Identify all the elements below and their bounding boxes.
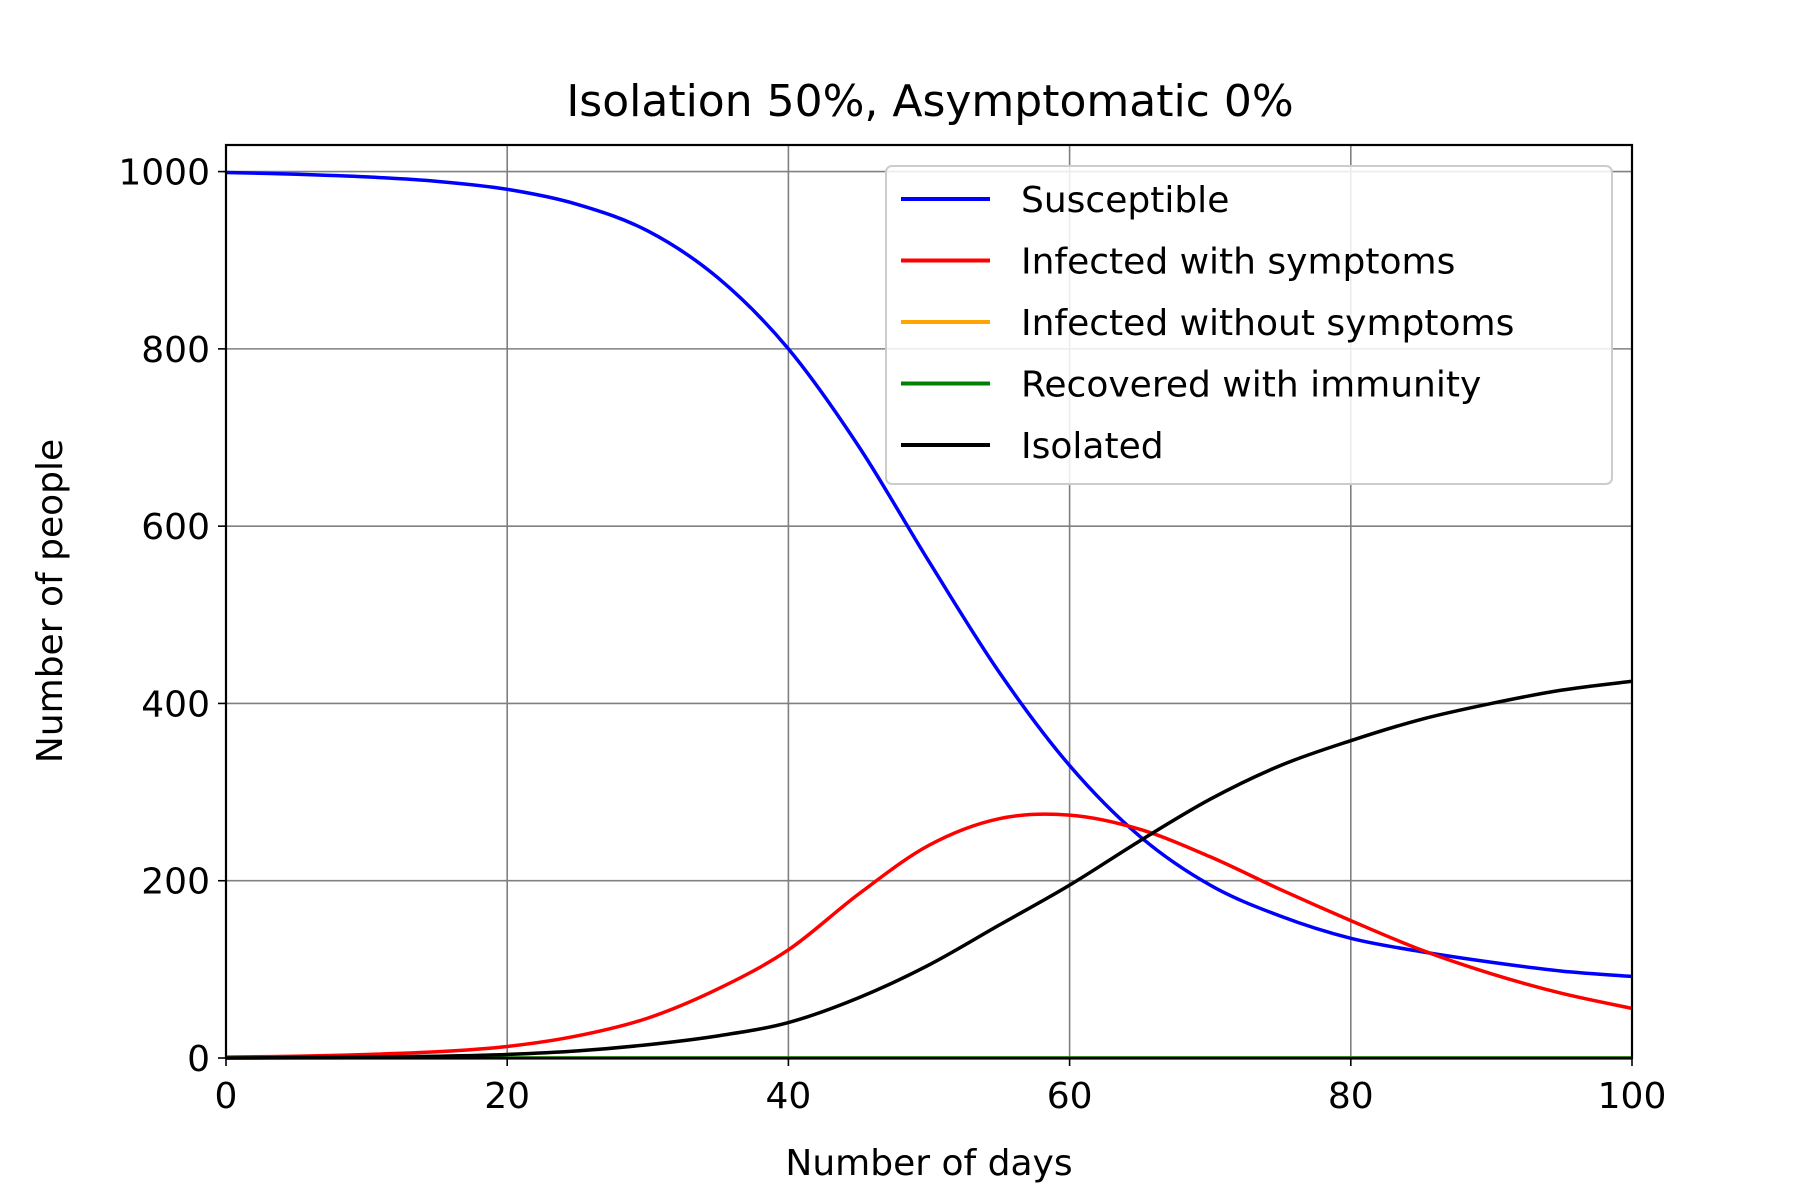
legend-label-infected-without-symptoms: Infected without symptoms bbox=[1021, 303, 1514, 344]
y-tick-label: 1000 bbox=[118, 153, 210, 194]
legend: Susceptible Infected with symptoms Infecte… bbox=[885, 165, 1613, 485]
series-line-isolated bbox=[225, 679, 1633, 1060]
x-tick-label: 60 bbox=[1047, 1076, 1093, 1117]
x-tick-label: 0 bbox=[215, 1076, 238, 1117]
y-tick-label: 0 bbox=[187, 1039, 210, 1080]
legend-label-infected-with-symptoms: Infected with symptoms bbox=[1021, 242, 1455, 283]
x-tick-label: 80 bbox=[1328, 1076, 1374, 1117]
y-tick-label: 400 bbox=[141, 684, 210, 725]
y-tick-label: 600 bbox=[141, 507, 210, 548]
series-line-infected-with-symptoms bbox=[225, 812, 1633, 1059]
legend-label-recovered-with-immunity: Recovered with immunity bbox=[1021, 365, 1481, 406]
y-axis-label: Number of people bbox=[30, 439, 71, 763]
legend-label-isolated: Isolated bbox=[1021, 426, 1164, 467]
x-tick-label: 20 bbox=[484, 1076, 530, 1117]
x-tick-label: 40 bbox=[765, 1076, 811, 1117]
x-tick-label: 100 bbox=[1598, 1076, 1667, 1117]
legend-label-susceptible: Susceptible bbox=[1021, 180, 1229, 221]
chart-title: Isolation 50%, Asymptomatic 0% bbox=[566, 76, 1293, 127]
y-tick-label: 800 bbox=[141, 330, 210, 371]
series-line-susceptible bbox=[225, 170, 1633, 979]
plot-frame bbox=[224, 143, 1634, 1060]
legend-frame bbox=[885, 165, 1613, 485]
x-axis-label: Number of days bbox=[785, 1143, 1072, 1184]
y-tick-label: 200 bbox=[141, 862, 210, 903]
